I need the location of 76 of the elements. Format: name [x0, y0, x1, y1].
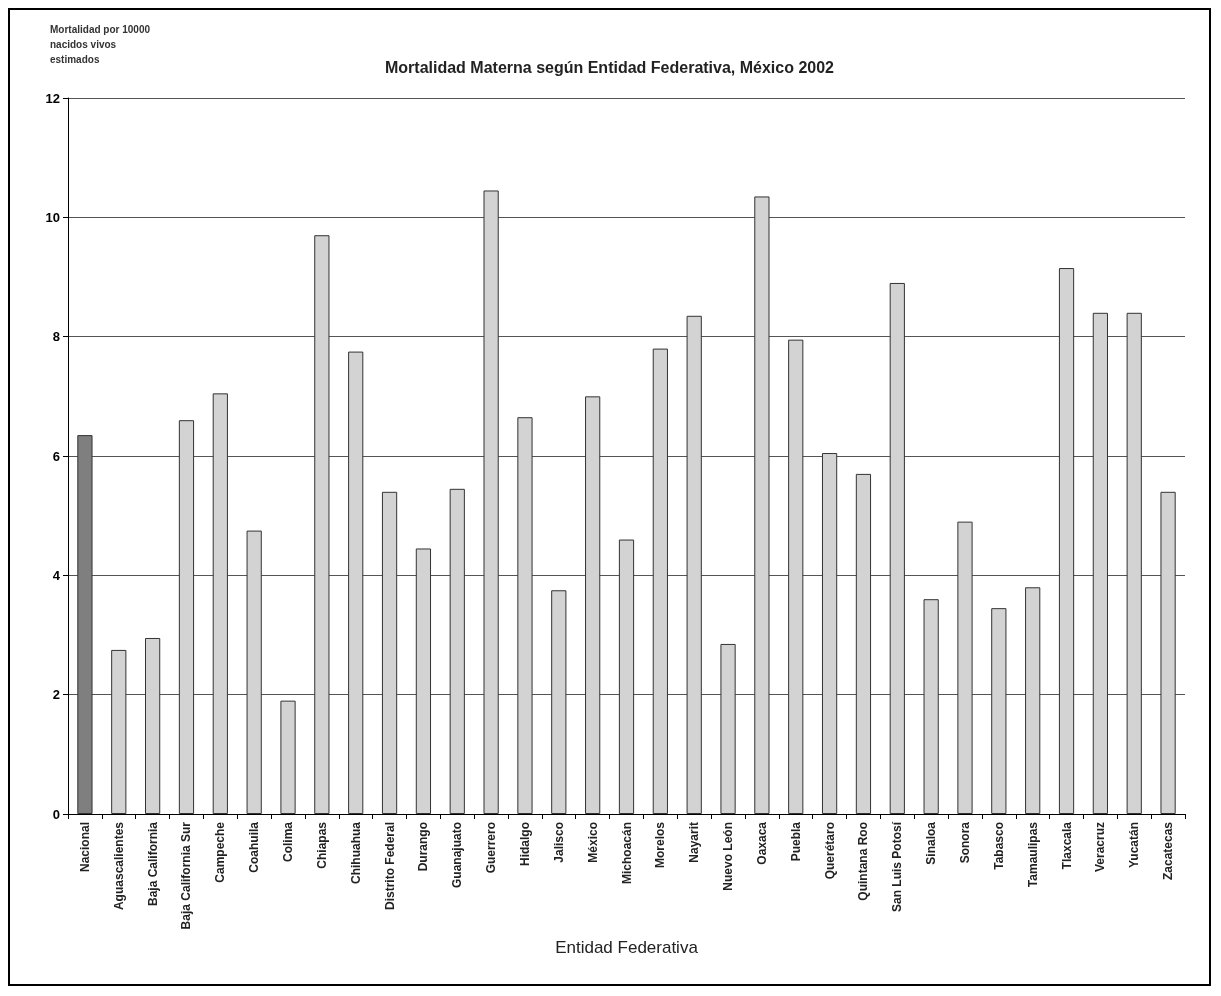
x-tick-label: San Luis Potosí — [890, 821, 905, 913]
bar — [280, 700, 296, 814]
x-tick-label: Yucatán — [1127, 822, 1142, 869]
bar — [348, 351, 364, 814]
bar — [1025, 587, 1041, 814]
x-tick-label: Tlaxcala — [1059, 821, 1074, 870]
x-tick-label: Oaxaca — [754, 821, 769, 865]
x-tick-label: Sinaloa — [924, 821, 939, 865]
x-tick-label: Querétaro — [822, 822, 837, 880]
x-tick-label: Campeche — [213, 821, 228, 883]
x-tick-label: Tamaulipas — [1025, 821, 1040, 888]
bar — [720, 643, 736, 814]
x-tick-label: Chiapas — [314, 821, 329, 869]
y-tick-label: 4 — [52, 567, 61, 583]
x-tick-label: Veracruz — [1093, 822, 1108, 873]
bar — [212, 393, 228, 814]
x-tick-label: Chihuahua — [348, 821, 363, 884]
x-tick-label: Quintana Roo — [856, 822, 871, 901]
x-tick-label: Nayarit — [687, 822, 702, 863]
x-tick-label: Puebla — [788, 821, 803, 862]
bar — [754, 196, 770, 814]
bar — [923, 599, 939, 814]
bar — [178, 420, 195, 814]
y-tick-label: 0 — [52, 806, 60, 822]
bar — [991, 608, 1007, 814]
bar — [855, 473, 872, 814]
x-tick-label: Sonora — [957, 821, 972, 864]
bar — [652, 348, 668, 814]
x-tick-label: Durango — [416, 822, 431, 872]
x-axis-title: Entidad Federativa — [555, 938, 699, 957]
x-tick-label: Guerrero — [484, 822, 499, 874]
bar — [1160, 491, 1176, 814]
bar — [551, 590, 567, 814]
x-tick-label: Baja California Sur — [179, 821, 194, 930]
bar — [889, 282, 905, 814]
bar — [145, 637, 161, 814]
x-tick-label: Guanajuato — [450, 822, 465, 889]
x-tick-label: Colima — [281, 821, 296, 863]
y-axis-title: Mortalidad por 10000 nacidos vivos estimados — [50, 24, 153, 65]
bar — [449, 488, 465, 814]
y-tick-label: 2 — [52, 687, 60, 703]
bar — [1126, 312, 1142, 814]
y-tick-label: 6 — [52, 448, 60, 464]
x-tick-label: Tabasco — [991, 822, 1006, 870]
x-tick-label: México — [585, 822, 600, 863]
bar — [415, 548, 432, 814]
x-tick-label: Nacional — [77, 822, 92, 873]
bar — [1058, 268, 1075, 814]
x-tick-label: Morelos — [653, 821, 668, 869]
x-tick-label: Baja California — [145, 821, 160, 907]
bar — [1092, 312, 1108, 814]
bar — [618, 539, 635, 814]
x-tick-label: Aguascalientes — [111, 821, 126, 911]
bar — [788, 339, 804, 814]
bar — [246, 530, 262, 814]
bar — [686, 315, 702, 814]
bar — [517, 417, 533, 814]
y-tick-label: 12 — [45, 90, 60, 106]
y-tick-label: 10 — [45, 209, 60, 225]
bar — [585, 396, 601, 814]
x-tick-label: Coahuila — [247, 821, 262, 873]
chart-title: Mortalidad Materna según Entidad Federativa, México 2002 — [384, 58, 835, 76]
bar — [314, 235, 330, 814]
bar — [381, 491, 398, 814]
x-tick-label: Nuevo León — [721, 822, 736, 891]
y-tick-label: 8 — [52, 329, 60, 345]
x-tick-label: Jalisco — [551, 822, 566, 863]
bar — [111, 649, 127, 814]
x-tick-label: Michoacán — [619, 822, 634, 885]
bar — [483, 190, 499, 814]
x-tick-label: Distrito Federal — [382, 822, 397, 911]
bar — [77, 435, 93, 814]
x-tick-label: Hidalgo — [517, 822, 532, 866]
x-tick-label: Zacatecas — [1161, 821, 1176, 881]
bar — [957, 521, 973, 814]
bar — [821, 453, 838, 814]
